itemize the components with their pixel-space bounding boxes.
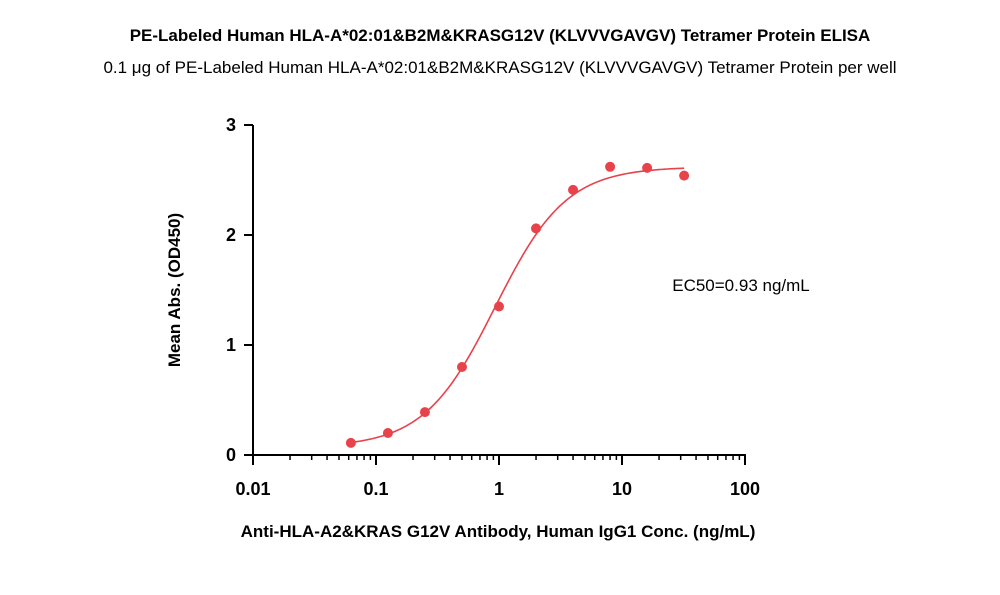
- data-point: [494, 301, 504, 312]
- data-point: [531, 223, 542, 234]
- x-tick-label: 100: [730, 479, 760, 499]
- chart-subtitle: 0.1 μg of PE-Labeled Human HLA-A*02:01&B…: [103, 58, 897, 77]
- data-point: [382, 428, 393, 438]
- data-point: [605, 161, 616, 172]
- y-tick-label: 0: [226, 445, 236, 465]
- x-axis-title: Anti-HLA-A2&KRAS G12V Antibody, Human Ig…: [241, 522, 756, 541]
- y-tick-label: 1: [226, 335, 236, 355]
- data-point: [456, 362, 467, 372]
- fit-curve-layer: [350, 167, 685, 444]
- data-point: [642, 162, 653, 173]
- data-point: [419, 407, 430, 418]
- y-tick-label: 2: [226, 225, 236, 245]
- data-points-layer: [345, 161, 690, 448]
- chart-title: PE-Labeled Human HLA-A*02:01&B2M&KRASG12…: [129, 26, 871, 45]
- data-point: [679, 170, 690, 181]
- data-point: [345, 437, 356, 448]
- data-point: [568, 184, 579, 195]
- x-tick-label: 0.01: [235, 479, 270, 499]
- fit-curve: [350, 167, 685, 444]
- y-tick-label: 3: [226, 115, 236, 135]
- x-tick-label: 0.1: [363, 479, 388, 499]
- y-axis-title: Mean Abs. (OD450): [165, 213, 184, 367]
- x-tick-label: 10: [612, 479, 632, 499]
- ec50-annotation: EC50=0.93 ng/mL: [672, 276, 810, 295]
- x-tick-label: 1: [494, 479, 504, 499]
- axes: 0 1 2 3 0.01 0.1 1 10 100: [226, 115, 760, 499]
